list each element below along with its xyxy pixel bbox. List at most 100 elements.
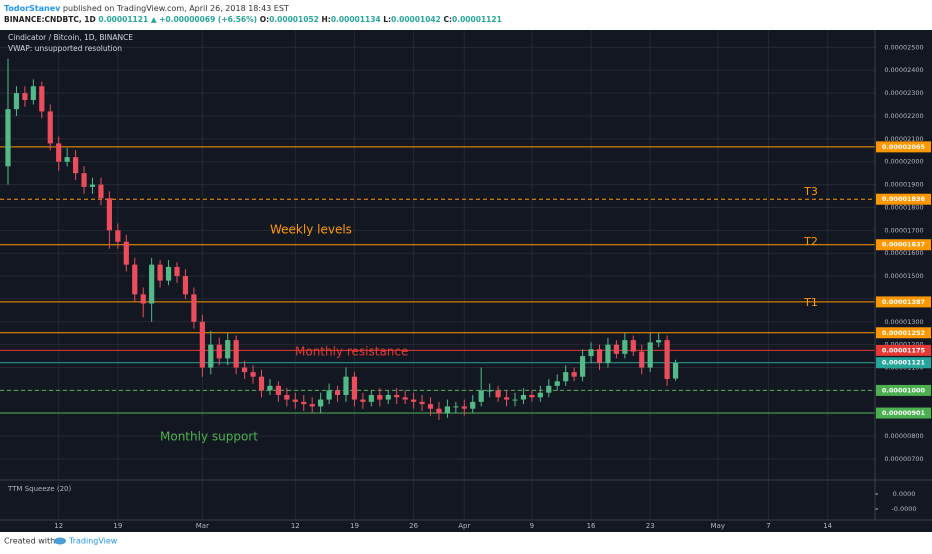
candle-body	[182, 276, 189, 295]
candle-body	[343, 376, 349, 395]
candle-body	[267, 385, 273, 391]
x-tick-label: Mar	[196, 522, 209, 530]
l: L:	[383, 15, 391, 24]
level-label: 0.00000901	[882, 409, 926, 417]
level-label-bg	[876, 407, 931, 419]
x-tick-label: 26	[409, 522, 418, 530]
candle-body	[436, 408, 442, 414]
quote-line: BINANCE:CNDBTC, 1D 0.00001121 ▲ +0.00000…	[4, 15, 502, 24]
chart-title: Cindicator / Bitcoin, 1D, BINANCE	[8, 33, 133, 42]
candle-body	[5, 109, 11, 167]
candle-body	[377, 394, 383, 400]
level-label-bg	[876, 141, 931, 153]
author[interactable]: TodorStanev	[4, 4, 61, 13]
candle-body	[470, 401, 476, 409]
y-tick-label: 0.00002200	[884, 112, 923, 120]
level-label: 0.00001252	[882, 329, 925, 337]
candle-body	[47, 111, 53, 144]
y-tick-label: 0.00000700	[884, 455, 923, 463]
candle-body	[453, 406, 459, 408]
candle-body	[402, 397, 408, 400]
candle-body	[656, 340, 662, 343]
level-label: 0.00001836	[882, 195, 926, 203]
h: H:	[322, 15, 331, 24]
candle-body	[554, 381, 560, 386]
annotation: Weekly levels	[270, 223, 352, 237]
x-tick-label: 9	[530, 522, 534, 530]
annotation: Monthly support	[160, 430, 258, 444]
y-tick-label: 0.00001800	[884, 203, 923, 211]
candle-body	[503, 397, 510, 400]
candle-body	[478, 390, 484, 402]
candle-body	[30, 86, 36, 100]
y-tick-label: 0.00001700	[884, 226, 923, 234]
x-tick-label: 19	[113, 522, 122, 530]
candle-body	[419, 401, 425, 405]
candle-body	[495, 390, 501, 398]
annotation: T3	[803, 185, 818, 198]
candle-body	[596, 349, 603, 363]
last: 0.00001121	[98, 15, 148, 24]
candle-body	[546, 385, 552, 393]
candle-body	[56, 143, 62, 162]
candle-body	[529, 394, 535, 398]
candle-body	[563, 372, 569, 382]
y-tick-label: 0.00001500	[884, 272, 923, 280]
candle-body	[664, 340, 670, 379]
indicator-tick-label: 0.0000	[893, 490, 916, 498]
candle-body	[588, 349, 594, 357]
candle-body	[13, 93, 20, 110]
candle-body	[165, 266, 172, 281]
x-tick-label: 12	[54, 522, 63, 530]
candle-body	[537, 392, 543, 398]
candle-body	[427, 404, 434, 409]
candle-body	[309, 404, 315, 407]
candle-body	[444, 406, 450, 414]
y-tick-label: 0.00001300	[884, 318, 923, 326]
candle-body	[512, 399, 518, 401]
candle-body	[22, 93, 28, 100]
candle-body	[140, 294, 146, 304]
candle-body	[639, 351, 645, 368]
level-label-bg	[876, 344, 931, 356]
candle-body	[157, 264, 163, 281]
x-tick-label: 23	[646, 522, 655, 530]
x-tick-label: Apr	[458, 522, 470, 530]
candle-body	[351, 376, 358, 400]
y-tick-label: 0.00002400	[884, 66, 923, 74]
candle-body	[73, 157, 79, 174]
candle-body	[208, 344, 214, 368]
candle-body	[191, 294, 197, 322]
candle-body	[301, 401, 307, 405]
symbol: BINANCE:CNDBTC, 1D	[4, 15, 96, 24]
y-tick-label: 0.00002000	[884, 158, 923, 166]
candle-body	[81, 173, 87, 187]
o: O:	[260, 15, 269, 24]
footer-brand[interactable]: TradingView	[68, 537, 118, 546]
candle-body	[199, 321, 205, 368]
candle-body	[233, 340, 239, 368]
candle-body	[630, 340, 636, 352]
h-val: 0.00001134	[331, 15, 381, 24]
candle-body	[132, 264, 138, 295]
x-tick-label: 7	[766, 522, 770, 530]
candle-body	[318, 399, 324, 407]
header-bg	[0, 0, 932, 30]
candle-body	[520, 394, 527, 400]
candle-body	[394, 394, 400, 398]
level-label-bg	[876, 296, 931, 308]
candle-body	[487, 390, 493, 392]
candle-body	[275, 385, 281, 395]
candle-body	[334, 390, 341, 395]
change: ▲ +0.00000069 (+6.56%)	[151, 15, 257, 24]
marks: 0.00002065 0.00001836 0.00001637 0.00001387…	[0, 58, 931, 444]
candle-body	[225, 340, 231, 359]
candle-body	[149, 264, 155, 304]
x-tick-label: 19	[350, 522, 359, 530]
level-label-bg	[876, 327, 931, 339]
candle-body	[360, 399, 366, 402]
level-label: 0.00001121	[882, 359, 926, 367]
y-tick-label: 0.00001900	[884, 181, 923, 189]
candle-body	[580, 356, 586, 377]
